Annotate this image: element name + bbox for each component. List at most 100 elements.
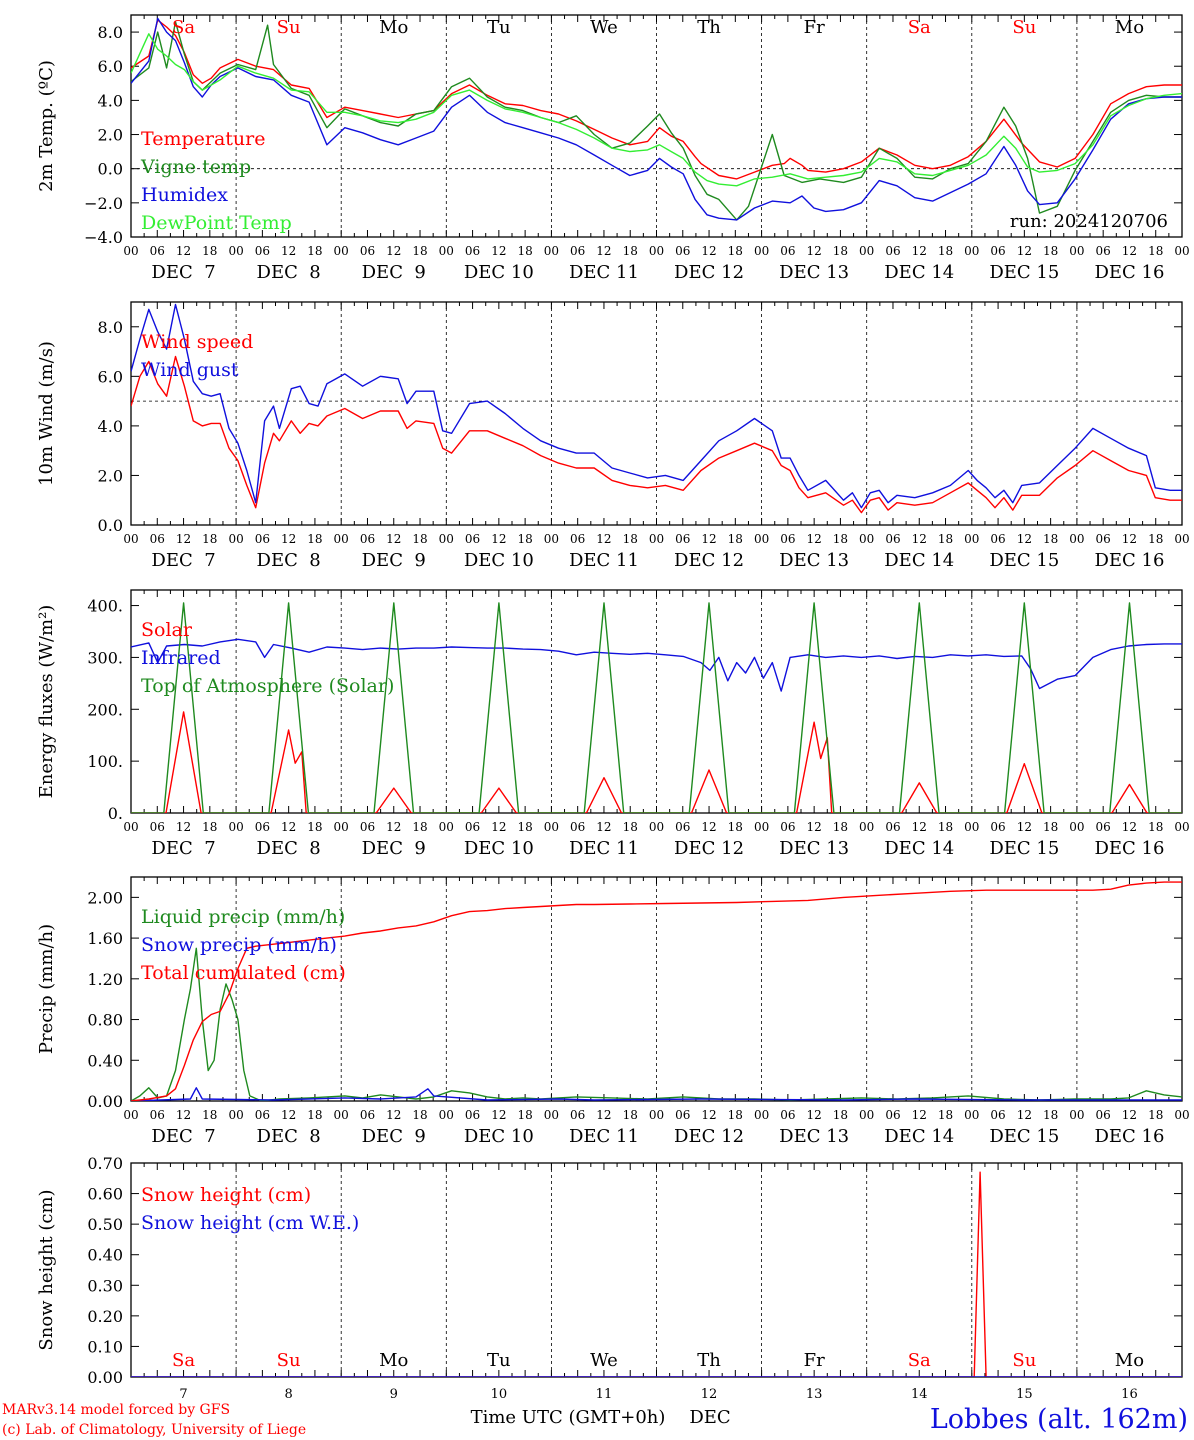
lab-credit: (c) Lab. of Climatology, University of L… <box>2 1422 306 1438</box>
legend-entry: Total cumulated (cm) <box>141 962 346 984</box>
series-line-temperature <box>131 19 1182 180</box>
y-tick-label: −2.0 <box>84 194 123 213</box>
hour-tick-label: 18 <box>517 532 532 546</box>
y-tick-label: 0.80 <box>87 1011 123 1030</box>
series-line-vigne-temp <box>131 21 1182 221</box>
hour-tick-label: 12 <box>701 1108 716 1122</box>
panel-3 <box>130 589 1183 814</box>
date-label: DEC 10 <box>464 1126 534 1147</box>
y-tick-label: 0.20 <box>87 1307 123 1326</box>
y-tick-label: 100. <box>87 752 123 771</box>
y-tick-label: 0. <box>108 804 123 823</box>
weekday-label: Mo <box>379 17 408 38</box>
legend-entry: Humidex <box>141 184 228 206</box>
hour-tick-label: 06 <box>1096 1108 1111 1122</box>
hour-tick-label: 00 <box>334 244 349 258</box>
date-label: DEC 13 <box>779 1126 849 1147</box>
panel-4 <box>130 876 1183 1102</box>
hour-tick-label: 06 <box>675 532 690 546</box>
date-label: DEC 10 <box>464 262 534 283</box>
hour-tick-label: 12 <box>1017 532 1032 546</box>
hour-tick-label: 00 <box>754 820 769 834</box>
hour-tick-label: 06 <box>255 820 270 834</box>
hour-tick-label: 00 <box>754 532 769 546</box>
legend-entry: Wind speed <box>141 331 253 353</box>
hour-tick-label: 06 <box>780 244 795 258</box>
series-group <box>131 303 1182 514</box>
hour-tick-label: 00 <box>649 244 664 258</box>
hour-tick-label: 06 <box>1096 244 1111 258</box>
hour-tick-label: 18 <box>623 1108 638 1122</box>
date-label: DEC 7 <box>151 838 215 859</box>
hour-tick-label: 18 <box>202 1108 217 1122</box>
series-group <box>131 602 1182 813</box>
day-number-label: 15 <box>1016 1387 1033 1402</box>
hour-tick-label: 18 <box>412 244 427 258</box>
weekday-label: Sa <box>172 17 195 38</box>
hour-tick-label: 18 <box>1043 244 1058 258</box>
hour-tick-label: 18 <box>202 820 217 834</box>
series-line-snow-precip-mm-h- <box>131 1087 1182 1101</box>
y-axis-label: Energy fluxes (W/m²) <box>36 605 57 799</box>
hour-tick-label: 12 <box>807 532 822 546</box>
weekday-label: Su <box>277 1350 301 1371</box>
hour-tick-label: 00 <box>544 244 559 258</box>
hour-tick-label: 00 <box>964 244 979 258</box>
hour-tick-label: 12 <box>1122 244 1137 258</box>
legend-entry: Wind gust <box>141 359 239 381</box>
hour-tick-label: 18 <box>938 244 953 258</box>
hour-tick-label: 00 <box>228 244 243 258</box>
weekday-label: Fr <box>804 17 825 38</box>
hour-tick-label: 06 <box>150 1108 165 1122</box>
date-label: DEC 8 <box>257 262 321 283</box>
hour-tick-label: 18 <box>728 244 743 258</box>
date-label: DEC 7 <box>151 262 215 283</box>
hour-tick-label: 18 <box>1148 532 1163 546</box>
y-tick-label: 2.00 <box>87 888 123 907</box>
hour-tick-label: 18 <box>1043 820 1058 834</box>
hour-tick-label: 00 <box>964 820 979 834</box>
hour-tick-label: 12 <box>912 244 927 258</box>
weekday-label: We <box>590 1350 618 1371</box>
hour-tick-label: 18 <box>833 244 848 258</box>
hour-tick-label: 00 <box>1174 820 1189 834</box>
day-number-label: 8 <box>285 1387 293 1402</box>
hour-tick-label: 12 <box>596 1108 611 1122</box>
hour-tick-label: 06 <box>255 244 270 258</box>
date-label: DEC 9 <box>362 550 426 571</box>
y-tick-label: 0.0 <box>98 516 123 535</box>
hour-tick-label: 12 <box>1122 1108 1137 1122</box>
hour-tick-label: 12 <box>912 1108 927 1122</box>
hour-tick-label: 12 <box>386 820 401 834</box>
date-label: DEC 12 <box>674 550 744 571</box>
hour-tick-label: 12 <box>491 1108 506 1122</box>
date-label: DEC 8 <box>257 1126 321 1147</box>
day-number-label: 12 <box>701 1387 718 1402</box>
hour-tick-label: 00 <box>964 1108 979 1122</box>
hour-tick-label: 06 <box>570 532 585 546</box>
y-axis-label: 2m Temp. (ºC) <box>36 60 57 192</box>
hour-tick-label: 12 <box>281 1108 296 1122</box>
y-tick-label: 0.00 <box>87 1092 123 1111</box>
hour-tick-label: 06 <box>675 820 690 834</box>
hour-tick-label: 00 <box>649 1108 664 1122</box>
y-tick-label: 0.40 <box>87 1051 123 1070</box>
day-number-label: 11 <box>596 1387 613 1402</box>
hour-tick-label: 06 <box>1096 532 1111 546</box>
date-label: DEC 13 <box>779 550 849 571</box>
weekday-label: Th <box>697 17 721 38</box>
hour-tick-label: 06 <box>885 244 900 258</box>
hour-tick-label: 18 <box>728 1108 743 1122</box>
weekday-label: Mo <box>379 1350 408 1371</box>
plot-frame <box>130 301 1183 526</box>
hour-tick-label: 00 <box>334 1108 349 1122</box>
hour-tick-label: 00 <box>228 1108 243 1122</box>
weekday-label: Th <box>697 1350 721 1371</box>
hour-tick-label: 06 <box>1096 820 1111 834</box>
hour-tick-label: 06 <box>360 244 375 258</box>
hour-tick-label: 12 <box>596 532 611 546</box>
hour-tick-label: 18 <box>833 532 848 546</box>
hour-tick-label: 18 <box>623 820 638 834</box>
y-tick-label: 0.0 <box>98 160 123 179</box>
hour-tick-label: 18 <box>938 1108 953 1122</box>
